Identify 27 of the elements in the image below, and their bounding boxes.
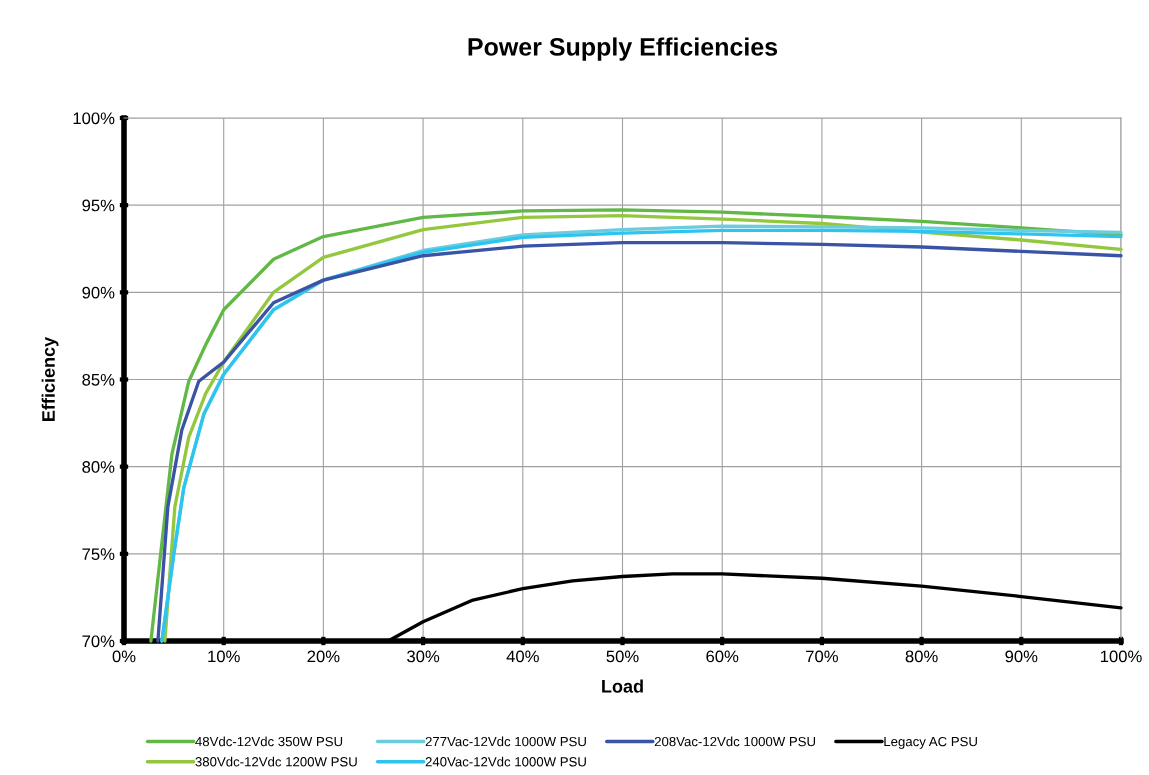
- x-tick-label: 0%: [112, 650, 136, 663]
- y-axis-title: Efficiency: [41, 336, 59, 421]
- x-tick-label: 10%: [208, 650, 240, 663]
- x-tick-label: 80%: [905, 650, 938, 663]
- x-tick-label: 100%: [1100, 650, 1142, 663]
- legend-label: 48Vdc-12Vdc 350W PSU: [195, 736, 343, 747]
- y-tick-label: 80%: [82, 461, 115, 473]
- chart-title: Power Supply Efficiencies: [468, 37, 778, 61]
- y-tick-label: 100%: [73, 112, 115, 125]
- y-tick-label: 95%: [82, 199, 115, 212]
- x-tick-label: 40%: [506, 650, 539, 663]
- legend-label: 277Vac-12Vdc 1000W PSU: [425, 736, 586, 747]
- y-tick-label: 75%: [82, 548, 115, 561]
- legend-label: 240Vac-12Vdc 1000W PSU: [425, 756, 586, 767]
- y-tick-label: 90%: [82, 286, 115, 299]
- x-tick-label: 70%: [806, 650, 838, 663]
- x-tick-label: 50%: [606, 650, 639, 663]
- legend-label: 380Vdc-12Vdc 1200W PSU: [195, 756, 357, 767]
- x-tick-label: 90%: [1005, 650, 1038, 663]
- x-tick-label: 30%: [407, 650, 440, 663]
- y-tick-label: 70%: [82, 635, 115, 648]
- legend-label: Legacy AC PSU: [884, 736, 977, 749]
- legend-label: 208Vac-12Vdc 1000W PSU: [654, 736, 816, 747]
- x-axis-title: Load: [602, 679, 643, 693]
- x-tick-label: 20%: [307, 650, 340, 663]
- x-tick-label: 60%: [706, 650, 739, 663]
- y-tick-label: 85%: [82, 373, 115, 386]
